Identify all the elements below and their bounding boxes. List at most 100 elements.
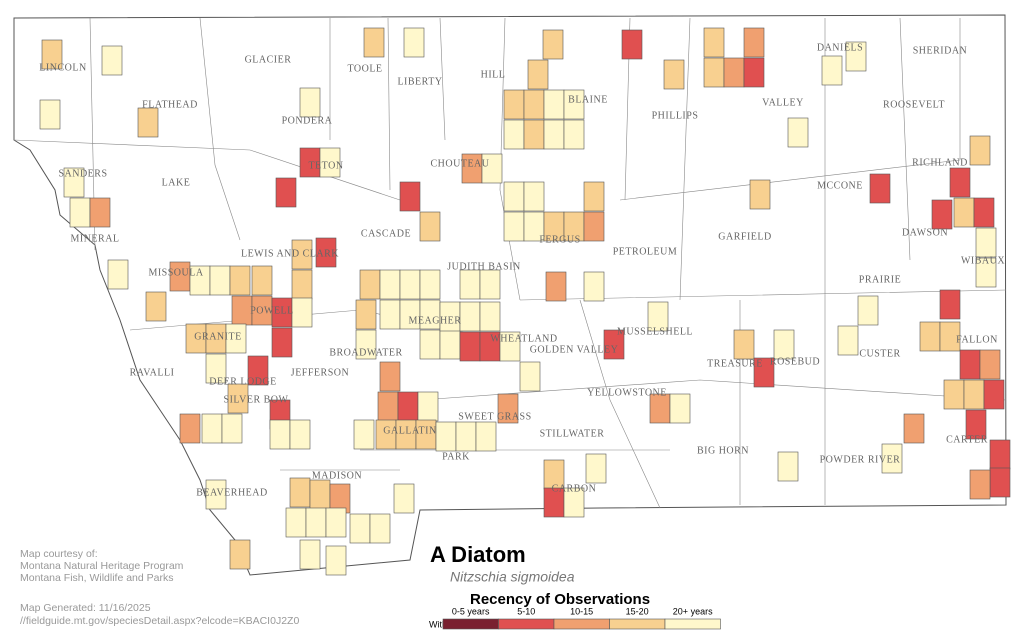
county-label: DEER LODGE	[209, 376, 277, 387]
observation-square	[107, 259, 129, 290]
observation-square	[419, 211, 441, 242]
observation-square	[291, 239, 313, 270]
observation-square	[542, 29, 564, 60]
source-url: //fieldguide.mt.gov/speciesDetail.aspx?e…	[20, 615, 299, 627]
county-label: MUSSELSHELL	[617, 326, 693, 337]
observation-square	[89, 197, 111, 228]
observation-square	[497, 393, 519, 424]
observation-square	[205, 353, 227, 384]
observation-square	[669, 393, 691, 424]
county-label: SWEET GRASS	[458, 411, 531, 422]
county-label: GALLATIN	[383, 425, 436, 436]
legend-swatch	[442, 618, 499, 630]
observation-square	[269, 419, 291, 450]
observation-square	[743, 57, 765, 88]
credit: Montana Natural Heritage Program	[20, 560, 184, 572]
county-label: HILL	[481, 69, 506, 80]
county-label: RICHLAND	[912, 157, 968, 168]
observation-square	[503, 119, 525, 150]
observation-square	[519, 361, 541, 392]
observation-square	[299, 87, 321, 118]
observation-square	[205, 479, 227, 510]
observation-square	[359, 269, 381, 300]
county-label: PARK	[442, 451, 470, 462]
observation-square	[543, 89, 565, 120]
observation-square	[289, 477, 311, 508]
county-label: MINERAL	[70, 233, 119, 244]
observation-square	[319, 147, 341, 178]
observation-square	[305, 507, 327, 538]
observation-square	[251, 265, 273, 296]
observation-square	[773, 329, 795, 360]
observation-squares	[39, 27, 1011, 576]
legend-prefix: Within	[429, 619, 454, 629]
observation-square	[919, 321, 941, 352]
legend-swatch	[553, 618, 610, 630]
generated-date: Map Generated: 11/16/2025	[20, 602, 151, 614]
legend-label: 15-20	[626, 606, 649, 616]
county-label: GLACIER	[245, 54, 292, 65]
observation-square	[309, 479, 331, 510]
observation-square	[299, 539, 321, 570]
credit: Map courtesy of:	[20, 548, 98, 560]
observation-square	[355, 329, 377, 360]
county-label: LIBERTY	[397, 76, 442, 87]
observation-square	[369, 513, 391, 544]
observation-square	[777, 451, 799, 482]
observation-square	[209, 265, 231, 296]
observation-square	[583, 211, 605, 242]
observation-square	[397, 391, 419, 422]
observation-square	[221, 413, 243, 444]
observation-square	[953, 197, 975, 228]
county-label: SHERIDAN	[913, 45, 968, 56]
observation-square	[231, 295, 253, 326]
county-label: CUSTER	[859, 348, 900, 359]
county-label: LINCOLN	[39, 62, 86, 73]
observation-square	[475, 421, 497, 452]
county-label: TETON	[308, 160, 343, 171]
observation-square	[417, 391, 439, 422]
county-label: SILVER BOW	[224, 394, 289, 405]
observation-square	[983, 379, 1005, 410]
observation-square	[703, 57, 725, 88]
county-label: DANIELS	[817, 42, 863, 53]
observation-square	[963, 379, 985, 410]
legend-label: 0-5 years	[452, 606, 490, 616]
observation-square	[749, 179, 771, 210]
observation-square	[41, 39, 63, 70]
observation-square	[393, 483, 415, 514]
observation-square	[603, 329, 625, 360]
observation-square	[523, 89, 545, 120]
observation-square	[459, 269, 481, 300]
observation-square	[973, 197, 995, 228]
county-label: TOOLE	[347, 63, 382, 74]
observation-square	[523, 119, 545, 150]
county-label: GARFIELD	[718, 231, 771, 242]
observation-square	[703, 27, 725, 58]
observation-square	[435, 421, 457, 452]
observation-square	[229, 265, 251, 296]
observation-square	[965, 409, 987, 440]
county-label: FALLON	[956, 334, 998, 345]
observation-square	[821, 55, 843, 86]
observation-square	[583, 181, 605, 212]
observation-square	[943, 379, 965, 410]
credit: Montana Fish, Wildlife and Parks	[20, 572, 173, 584]
observation-square	[959, 349, 981, 380]
county-label: POWELL	[250, 305, 294, 316]
observation-square	[325, 545, 347, 576]
observation-square	[363, 27, 385, 58]
county-label: WIBAUX	[961, 255, 1005, 266]
observation-square	[69, 197, 91, 228]
observation-square	[137, 107, 159, 138]
county-label: JUDITH BASIN	[447, 261, 521, 272]
legend-label: 10-15	[570, 606, 593, 616]
observation-square	[787, 117, 809, 148]
observation-square	[379, 299, 401, 330]
county-label: PHILLIPS	[652, 110, 699, 121]
county-label: POWDER RIVER	[820, 454, 901, 465]
county-label: LEWIS AND CLARK	[241, 248, 339, 259]
county-label: DAWSON	[902, 227, 948, 238]
observation-square	[931, 199, 953, 230]
observation-square	[291, 297, 313, 328]
